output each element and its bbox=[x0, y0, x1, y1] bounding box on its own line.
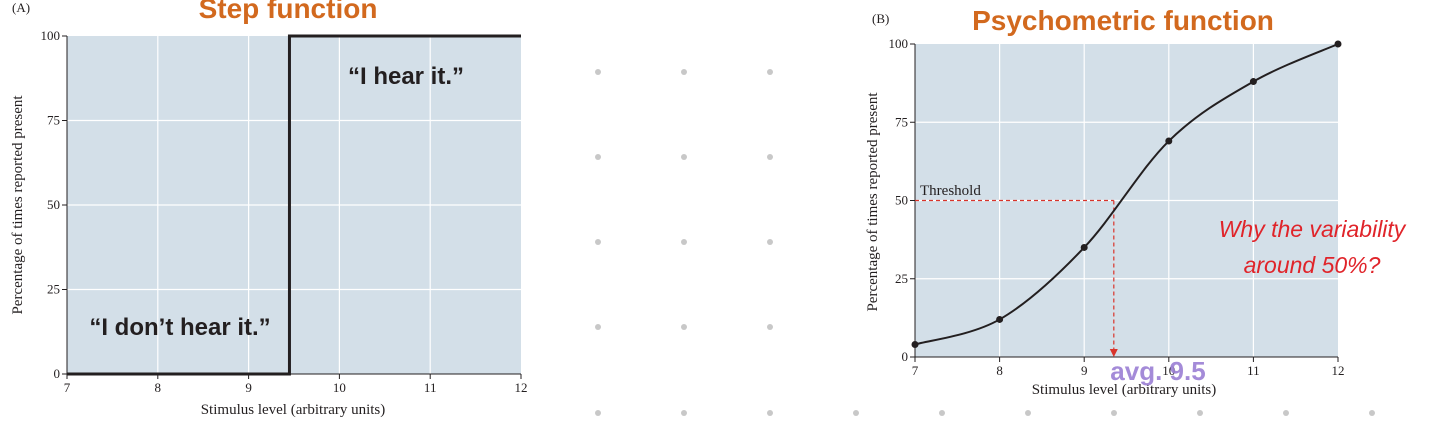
threshold-label: Threshold bbox=[920, 183, 981, 199]
y-tick-label: 25 bbox=[895, 271, 908, 286]
handwritten-note-avg: avg. 9.5 bbox=[1110, 356, 1205, 386]
x-tick-label: 9 bbox=[1081, 363, 1088, 378]
x-tick-label: 12 bbox=[1332, 363, 1345, 378]
grid-dot bbox=[1369, 410, 1375, 416]
data-point bbox=[911, 340, 919, 348]
grid-dot bbox=[853, 410, 859, 416]
data-point bbox=[1165, 137, 1173, 145]
grid-dot bbox=[681, 69, 687, 75]
annotation-hear-it: “I hear it.” bbox=[348, 63, 464, 90]
grid-dot bbox=[595, 154, 601, 160]
grid-dot bbox=[767, 324, 773, 330]
x-tick-label: 10 bbox=[333, 380, 346, 395]
grid-dot bbox=[767, 69, 773, 75]
threshold-arrowhead bbox=[1109, 349, 1118, 357]
panel-a-step-function: 7 8 9 10 11 12 0 25 50 75 100 (A) Step function St… bbox=[10, 0, 528, 418]
y-tick-label: 100 bbox=[889, 36, 909, 51]
grid-dot bbox=[681, 239, 687, 245]
y-tick-label: 75 bbox=[895, 114, 908, 129]
grid-dot bbox=[767, 239, 773, 245]
y-axis-label-a: Percentage of times reported present bbox=[10, 95, 26, 315]
grid-dot bbox=[595, 324, 601, 330]
grid-dot bbox=[681, 154, 687, 160]
x-axis-label-a: Stimulus level (arbitrary units) bbox=[201, 402, 386, 418]
data-point bbox=[1334, 40, 1342, 48]
data-point bbox=[1080, 243, 1088, 251]
x-tick-label: 7 bbox=[912, 363, 919, 378]
grid-dot bbox=[681, 410, 687, 416]
grid-dot bbox=[681, 324, 687, 330]
data-point bbox=[1249, 78, 1257, 86]
question-line-2: around 50%? bbox=[1244, 252, 1381, 278]
y-tick-label: 0 bbox=[902, 349, 909, 364]
step-function-line bbox=[67, 34, 521, 376]
x-tick-label: 12 bbox=[515, 380, 528, 395]
y-tick-label: 100 bbox=[41, 28, 61, 43]
tick-labels-a: 7 8 9 10 11 12 0 25 50 75 100 bbox=[41, 28, 528, 395]
grid-dot bbox=[939, 410, 945, 416]
grid-dot bbox=[1197, 410, 1203, 416]
chart-title-b: Psychometric function bbox=[972, 5, 1274, 36]
gridlines-a bbox=[67, 36, 521, 374]
grid-dot bbox=[595, 410, 601, 416]
y-tick-label: 50 bbox=[47, 197, 60, 212]
grid-dot bbox=[767, 410, 773, 416]
grid-dot bbox=[1283, 410, 1289, 416]
threshold-lines bbox=[915, 199, 1118, 357]
data-points-b bbox=[911, 40, 1342, 348]
panel-b-psychometric-function: 7 8 9 10 11 12 0 25 50 75 100 (B) Psychometric fun… bbox=[865, 5, 1407, 398]
x-tick-label: 9 bbox=[245, 380, 252, 395]
panel-label-b: (B) bbox=[872, 11, 889, 26]
grid-dot bbox=[1111, 410, 1117, 416]
y-tick-label: 75 bbox=[47, 113, 60, 128]
x-tick-label: 11 bbox=[424, 380, 437, 395]
grid-dot bbox=[767, 154, 773, 160]
y-tick-label: 25 bbox=[47, 282, 60, 297]
x-tick-label: 8 bbox=[996, 363, 1003, 378]
x-tick-label: 7 bbox=[64, 380, 71, 395]
y-tick-label: 50 bbox=[895, 193, 908, 208]
y-axis-label-b: Percentage of times reported present bbox=[865, 92, 881, 312]
grid-dot bbox=[1025, 410, 1031, 416]
x-tick-label: 8 bbox=[155, 380, 162, 395]
x-tick-label: 11 bbox=[1247, 363, 1260, 378]
decorative-dot-grid bbox=[595, 69, 1375, 416]
grid-dot bbox=[595, 69, 601, 75]
question-line-1: Why the variability bbox=[1219, 216, 1407, 242]
annotation-dont-hear-it: “I don’t hear it.” bbox=[89, 314, 270, 341]
data-point bbox=[996, 315, 1004, 323]
y-tick-label: 0 bbox=[54, 366, 61, 381]
grid-dot bbox=[595, 239, 601, 245]
panel-label-a: (A) bbox=[12, 0, 30, 15]
chart-title-a: Step function bbox=[199, 0, 378, 24]
tick-labels-b: 7 8 9 10 11 12 0 25 50 75 100 bbox=[889, 36, 1345, 378]
x-axis-label-b: Stimulus level (arbitrary units) bbox=[1032, 382, 1217, 398]
x-tick-label: 10 bbox=[1162, 363, 1175, 378]
